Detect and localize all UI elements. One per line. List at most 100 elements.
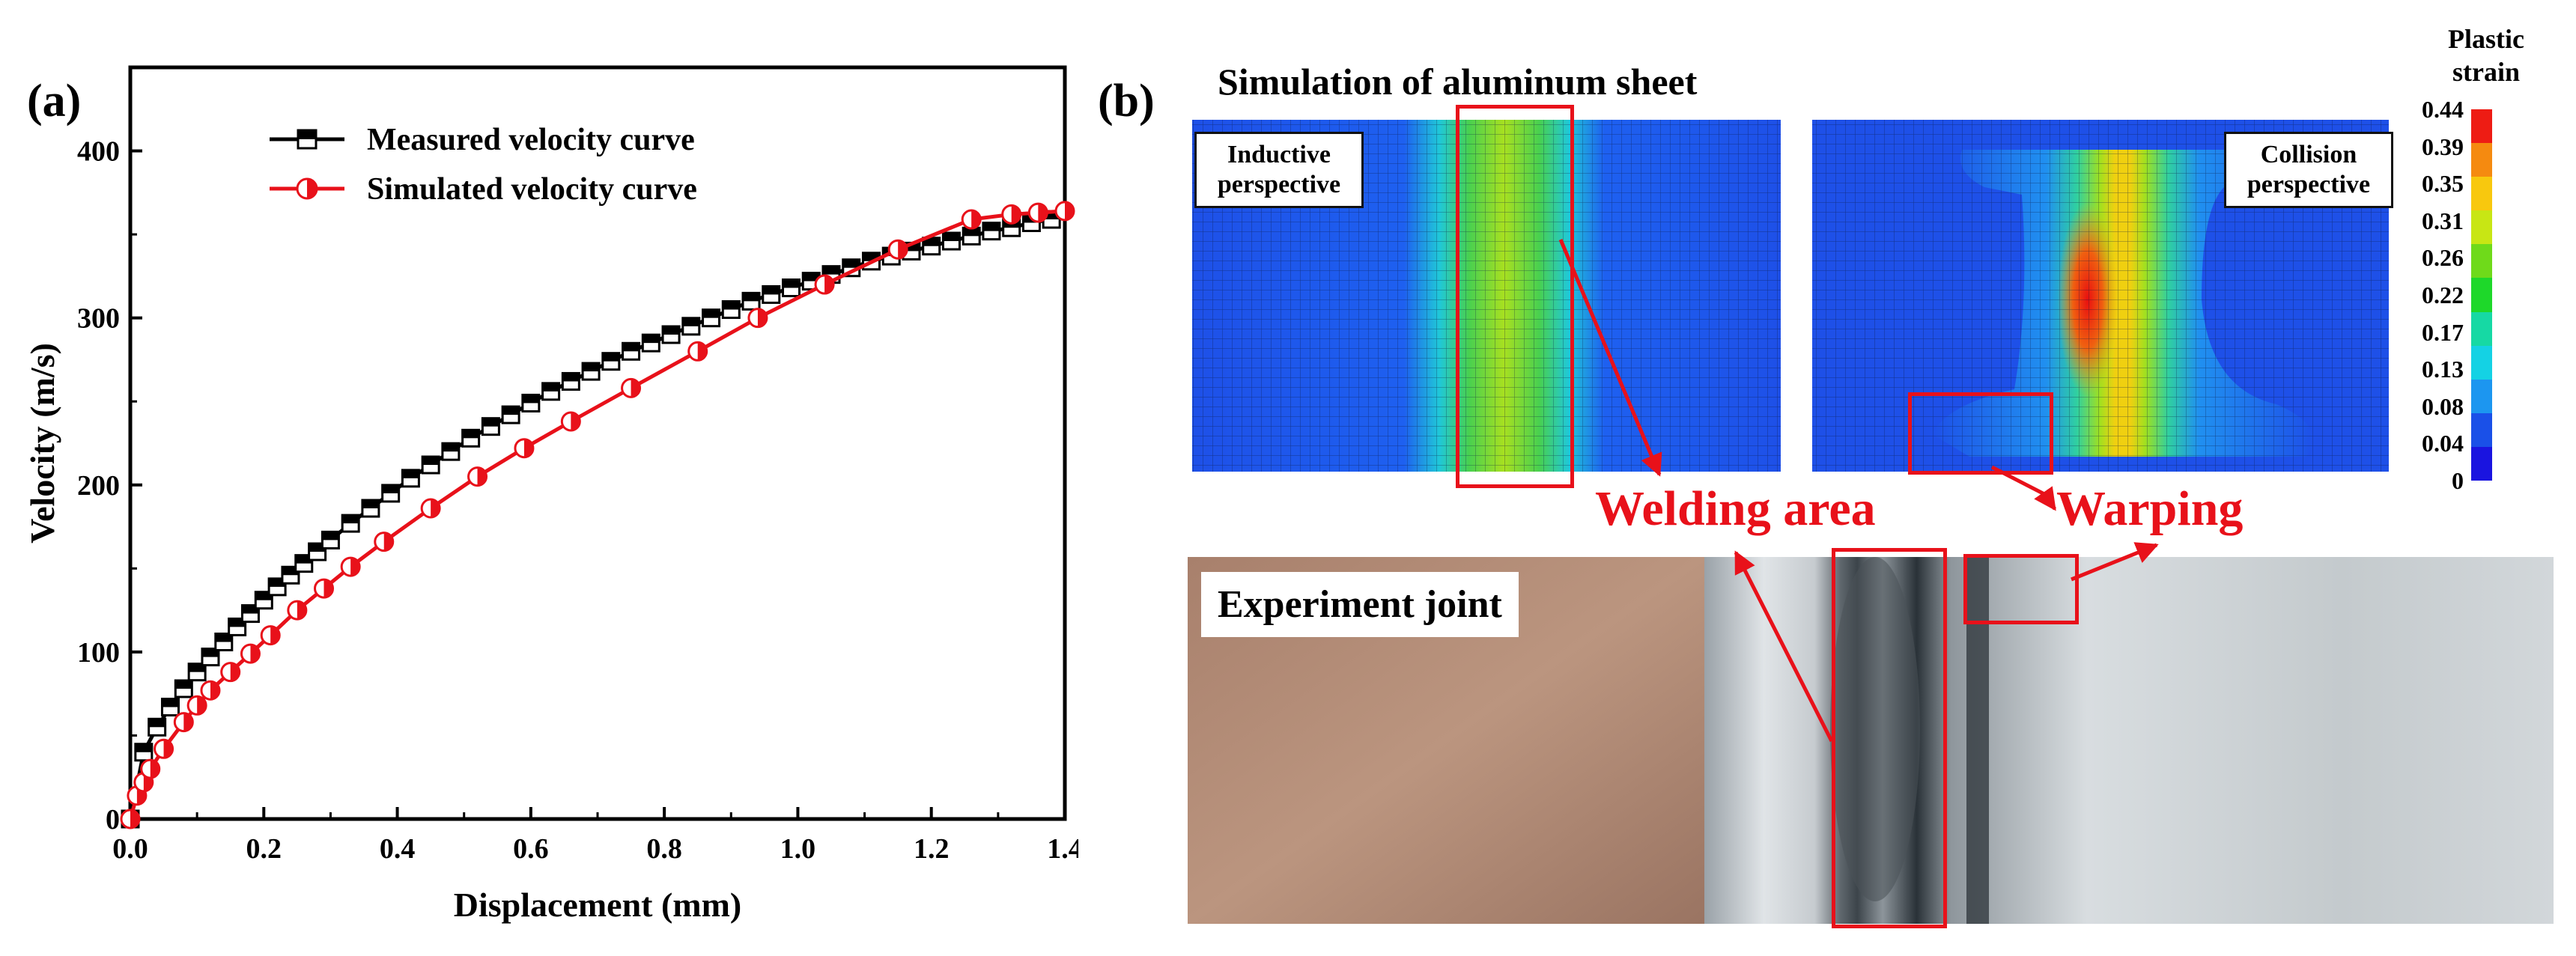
colorbar-segment (2471, 345, 2492, 380)
x-tick-label: 0.2 (246, 833, 282, 865)
y-tick-label: 300 (77, 303, 120, 335)
x-tick-label: 0.6 (513, 833, 549, 865)
colorbar-tick-label: 0 (2452, 467, 2464, 494)
warping-box-sim (1908, 392, 2053, 475)
colorbar-tick-label: 0.08 (2422, 392, 2464, 420)
x-tick-label: 1.2 (914, 833, 950, 865)
measured-point-fill (189, 663, 206, 672)
colorbar-segment (2471, 379, 2492, 414)
measured-point-fill (522, 395, 539, 404)
measured-point-fill (842, 259, 860, 268)
simulated-point-fill (824, 275, 834, 294)
x-tick-label: 0.0 (112, 833, 148, 865)
measured-point-fill (442, 443, 459, 452)
measured-point-fill (462, 430, 479, 439)
colorbar-segment (2471, 311, 2492, 347)
colorbar-segment (2471, 109, 2492, 144)
panel-b-label-text: (b) (1098, 76, 1155, 127)
simulated-point-fill (383, 532, 393, 551)
measured-point-fill (228, 618, 246, 627)
measured-point-fill (923, 237, 940, 246)
colorbar-segment (2471, 446, 2492, 481)
simulated-point-fill (197, 696, 207, 715)
measured-point-fill (863, 252, 880, 261)
simulated-point-fill (130, 810, 139, 828)
measured-point-fill (823, 266, 839, 275)
measured-point-fill (382, 484, 399, 493)
colorbar-ticks: 0.44 0.39 0.35 0.31 0.26 0.22 0.17 0.13 0.08 0.04… (2404, 96, 2464, 494)
measured-point-fill (583, 363, 600, 372)
simulated-point-fill (757, 308, 767, 327)
measured-point-fill (309, 544, 326, 552)
colorbar-tick-label: 0.39 (2422, 133, 2464, 160)
measured-point-fill (902, 243, 920, 252)
measured-point-fill (803, 273, 820, 281)
measured-point-fill (982, 222, 1000, 231)
welding-area-label: Welding area (1595, 481, 1876, 536)
simulated-point-fill (697, 342, 707, 361)
y-tick-label: 0 (106, 804, 120, 835)
y-tick-label: 400 (77, 136, 120, 168)
legend-label-1: Measured velocity curve (367, 123, 695, 157)
measured-point-fill (255, 591, 273, 600)
measured-point-fill (175, 680, 192, 689)
inductive-perspective-label: Inductive perspective (1194, 132, 1364, 208)
measured-point-fill (242, 605, 259, 614)
colorbar-segment (2471, 210, 2492, 245)
measured-point-fill (622, 343, 640, 352)
simulated-point-fill (270, 626, 280, 645)
measured-point-fill (402, 469, 419, 478)
y-tick-label: 100 (77, 637, 120, 669)
x-tick-label: 0.8 (646, 833, 682, 865)
warping-box-photo (1963, 554, 2079, 624)
simulated-point-fill (163, 740, 173, 758)
measured-point-fill (148, 719, 165, 728)
measured-point-fill (422, 457, 440, 466)
measured-point-fill (602, 353, 619, 362)
measured-point-fill (362, 500, 379, 509)
simulated-point-fill (431, 499, 440, 518)
simulated-point-fill (323, 579, 333, 598)
colorbar-segment (2471, 244, 2492, 278)
simulated-point-fill (1011, 205, 1021, 224)
colorbar-segment (2471, 143, 2492, 177)
colorbar-tick-label: 0.04 (2422, 430, 2464, 457)
simulated-point-fill (1065, 201, 1074, 220)
simulated-point-fill (297, 601, 306, 620)
measured-point-fill (682, 317, 699, 326)
simulation-title: Simulation of aluminum sheet (1218, 61, 1698, 103)
x-tick-label: 1.0 (780, 833, 816, 865)
welding-area-box-photo (1832, 548, 1947, 928)
measured-point-fill (201, 648, 219, 657)
plastic-strain-colorbar (2471, 109, 2492, 481)
simulated-point-fill (898, 240, 908, 259)
welding-area-box-sim (1456, 105, 1574, 488)
simulated-point-fill (571, 412, 580, 430)
simulated-point-fill (1038, 204, 1048, 222)
x-tick-label: 1.4 (1047, 833, 1078, 865)
simulated-point-fill (971, 210, 981, 229)
measured-point-fill (482, 418, 499, 427)
y-axis-label: Velocity (m/s) (23, 343, 61, 544)
measured-point-fill (562, 373, 580, 382)
colorbar-tick-label: 0.22 (2422, 281, 2464, 308)
colorbar-tick-label: 0.35 (2422, 170, 2464, 198)
simulated-point-fill (477, 467, 487, 486)
measured-point-fill (1043, 211, 1060, 220)
simulated-point-fill (183, 713, 193, 731)
measured-point-fill (783, 279, 800, 288)
x-axis-label: Displacement (mm) (454, 886, 742, 924)
measured-point-fill (663, 326, 680, 335)
simulated-point-fill (230, 663, 240, 681)
simulated-point-fill (150, 760, 160, 779)
measured-point-fill (295, 555, 312, 564)
colorbar-title: Plastic strain (2448, 24, 2524, 87)
colorbar-tick-label: 0.44 (2422, 96, 2464, 123)
measured-point-fill (743, 293, 760, 302)
simulated-point-fill (350, 558, 360, 576)
measured-point-fill (269, 578, 286, 587)
x-tick-label: 0.4 (380, 833, 416, 865)
measured-point-fill (282, 567, 299, 576)
series-line-2 (128, 209, 1066, 820)
